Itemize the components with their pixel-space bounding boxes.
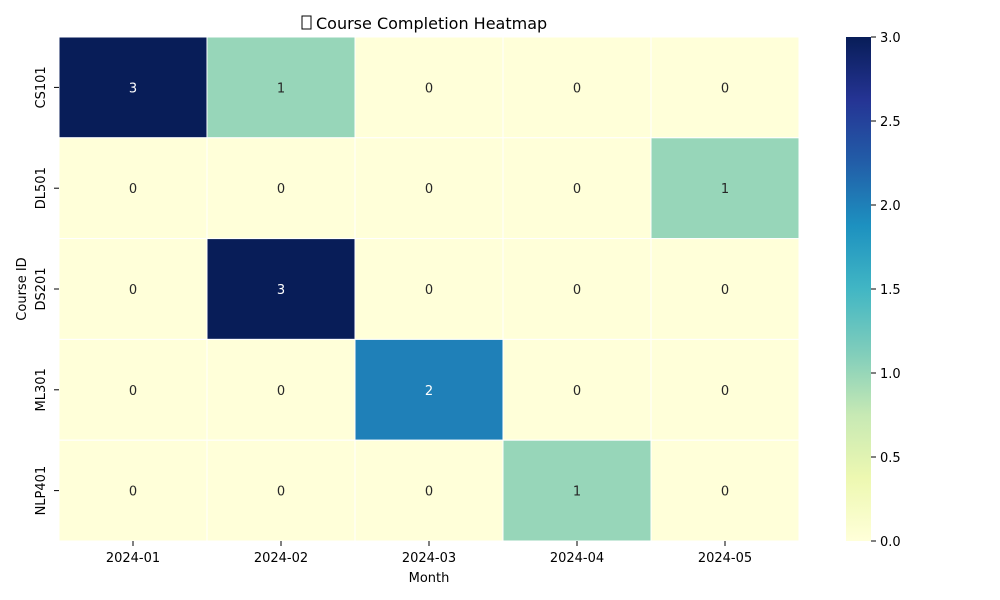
y-tick-label: CS101 [34, 66, 49, 108]
heatmap-cell-labels: 3 1 0 0 0 0 0 0 0 1 0 3 0 0 0 0 0 2 0 0 0 0 0 1 0 [129, 81, 729, 499]
x-tick-label: 2024-02 [254, 551, 308, 566]
y-tick-label: NLP401 [34, 466, 49, 516]
x-tick-label: 2024-03 [402, 551, 456, 566]
heatmap-cell [354, 439, 504, 542]
heatmap-cell-value: 3 [129, 81, 137, 96]
colorbar-tick-label: 3.0 [880, 31, 901, 46]
heatmap-cell-value: 0 [573, 384, 581, 399]
x-tick-label: 2024-01 [106, 551, 160, 566]
heatmap-cell-value: 0 [721, 485, 729, 500]
heatmap-cell [354, 36, 504, 139]
heatmap-cell [650, 238, 800, 340]
heatmap-cell-value: 3 [277, 283, 285, 298]
heatmap-cell [650, 137, 800, 240]
heatmap-cell-value: 0 [129, 182, 137, 197]
heatmap-cell [354, 338, 504, 441]
heatmap-cell-value: 0 [129, 384, 137, 399]
heatmap-cells [58, 36, 800, 542]
heatmap-cell [206, 439, 356, 542]
x-tick-label: 2024-04 [550, 551, 604, 566]
heatmap-cell [502, 36, 652, 139]
heatmap-cell [502, 238, 652, 340]
colorbar: 0.0 0.5 1.0 1.5 2.0 2.5 3.0 [846, 31, 901, 550]
heatmap-cell [58, 137, 208, 240]
colorbar-tick-label: 0.0 [880, 535, 901, 550]
heatmap-cell [206, 338, 356, 441]
colorbar-gradient [846, 37, 871, 541]
y-tick-label: DL501 [34, 167, 49, 209]
colorbar-tick-label: 1.5 [880, 283, 901, 298]
colorbar-tick-label: 2.5 [880, 115, 901, 130]
chart-title: Course Completion Heatmap [301, 14, 547, 33]
heatmap-cell [354, 238, 504, 340]
x-axis: 2024-01 2024-02 2024-03 2024-04 2024-05 [106, 541, 752, 566]
heatmap-cell-value: 1 [721, 182, 729, 197]
heatmap-cell [650, 439, 800, 542]
heatmap-cell-value: 0 [721, 283, 729, 298]
heatmap-cell-value: 1 [573, 485, 581, 500]
heatmap-cell-value: 0 [573, 283, 581, 298]
y-axis-label: Course ID [15, 257, 30, 320]
x-axis-label: Month [409, 571, 450, 586]
heatmap-cell [58, 36, 208, 139]
heatmap-cell [58, 439, 208, 542]
colorbar-tick-label: 2.0 [880, 199, 901, 214]
y-tick-label: ML301 [34, 368, 49, 411]
heatmap-cell-value: 0 [277, 182, 285, 197]
heatmap-cell-value: 0 [721, 81, 729, 96]
heatmap-cell-value: 0 [425, 283, 433, 298]
colorbar-tick-label: 0.5 [880, 451, 901, 466]
heatmap-cell-value: 0 [425, 182, 433, 197]
heatmap-cell [206, 238, 356, 340]
chart-icon [301, 15, 312, 30]
heatmap-cell-value: 0 [277, 384, 285, 399]
heatmap-cell [354, 137, 504, 240]
heatmap-cell-value: 0 [277, 485, 285, 500]
heatmap-cell [502, 338, 652, 441]
heatmap-cell [206, 36, 356, 139]
heatmap-cell-value: 0 [425, 81, 433, 96]
heatmap-cell-value: 0 [129, 283, 137, 298]
chart-title-text: Course Completion Heatmap [316, 14, 547, 33]
heatmap-cell-value: 1 [277, 81, 285, 96]
colorbar-ticks: 0.0 0.5 1.0 1.5 2.0 2.5 3.0 [871, 31, 901, 550]
heatmap-cell [650, 338, 800, 441]
x-tick-label: 2024-05 [698, 551, 752, 566]
heatmap-cell-value: 2 [425, 384, 433, 399]
y-tick-label: DS201 [34, 267, 49, 310]
heatmap-cell-value: 0 [425, 485, 433, 500]
heatmap-cell-value: 0 [573, 81, 581, 96]
heatmap-cell-value: 0 [573, 182, 581, 197]
heatmap-cell [650, 36, 800, 139]
colorbar-tick-label: 1.0 [880, 367, 901, 382]
heatmap-cell-value: 0 [721, 384, 729, 399]
y-axis: CS101 DL501 DS201 ML301 NLP401 [34, 66, 59, 515]
heatmap-cell-value: 0 [129, 485, 137, 500]
